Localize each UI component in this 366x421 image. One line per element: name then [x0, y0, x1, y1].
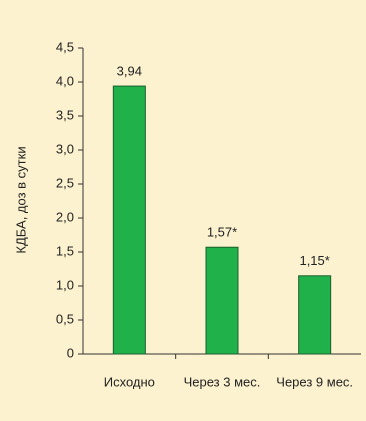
y-axis-label: КДБА, доз в сутки — [13, 146, 28, 253]
y-tick-label: 2,0 — [56, 209, 74, 224]
value-label: 3,94 — [117, 64, 142, 79]
y-tick-label: 1,0 — [56, 277, 74, 292]
y-tick-label: 3,5 — [56, 107, 74, 122]
bar — [205, 246, 239, 355]
x-tick-label: Через 3 мес. — [184, 374, 261, 389]
y-tick-label: 3,0 — [56, 141, 74, 156]
bar — [112, 85, 146, 355]
y-tick-label: 0,5 — [56, 311, 74, 326]
y-tick-label: 4,5 — [56, 39, 74, 54]
x-tick-label: Через 9 мес. — [276, 374, 353, 389]
y-tick-label: 4,0 — [56, 73, 74, 88]
value-label: 1,15* — [299, 253, 329, 268]
y-tick-label: 0 — [67, 345, 74, 360]
bar — [298, 275, 332, 355]
value-label: 1,57* — [207, 225, 237, 240]
y-tick-label: 1,5 — [56, 243, 74, 258]
x-tick-label: Исходно — [104, 374, 155, 389]
y-tick-label: 2,5 — [56, 175, 74, 190]
